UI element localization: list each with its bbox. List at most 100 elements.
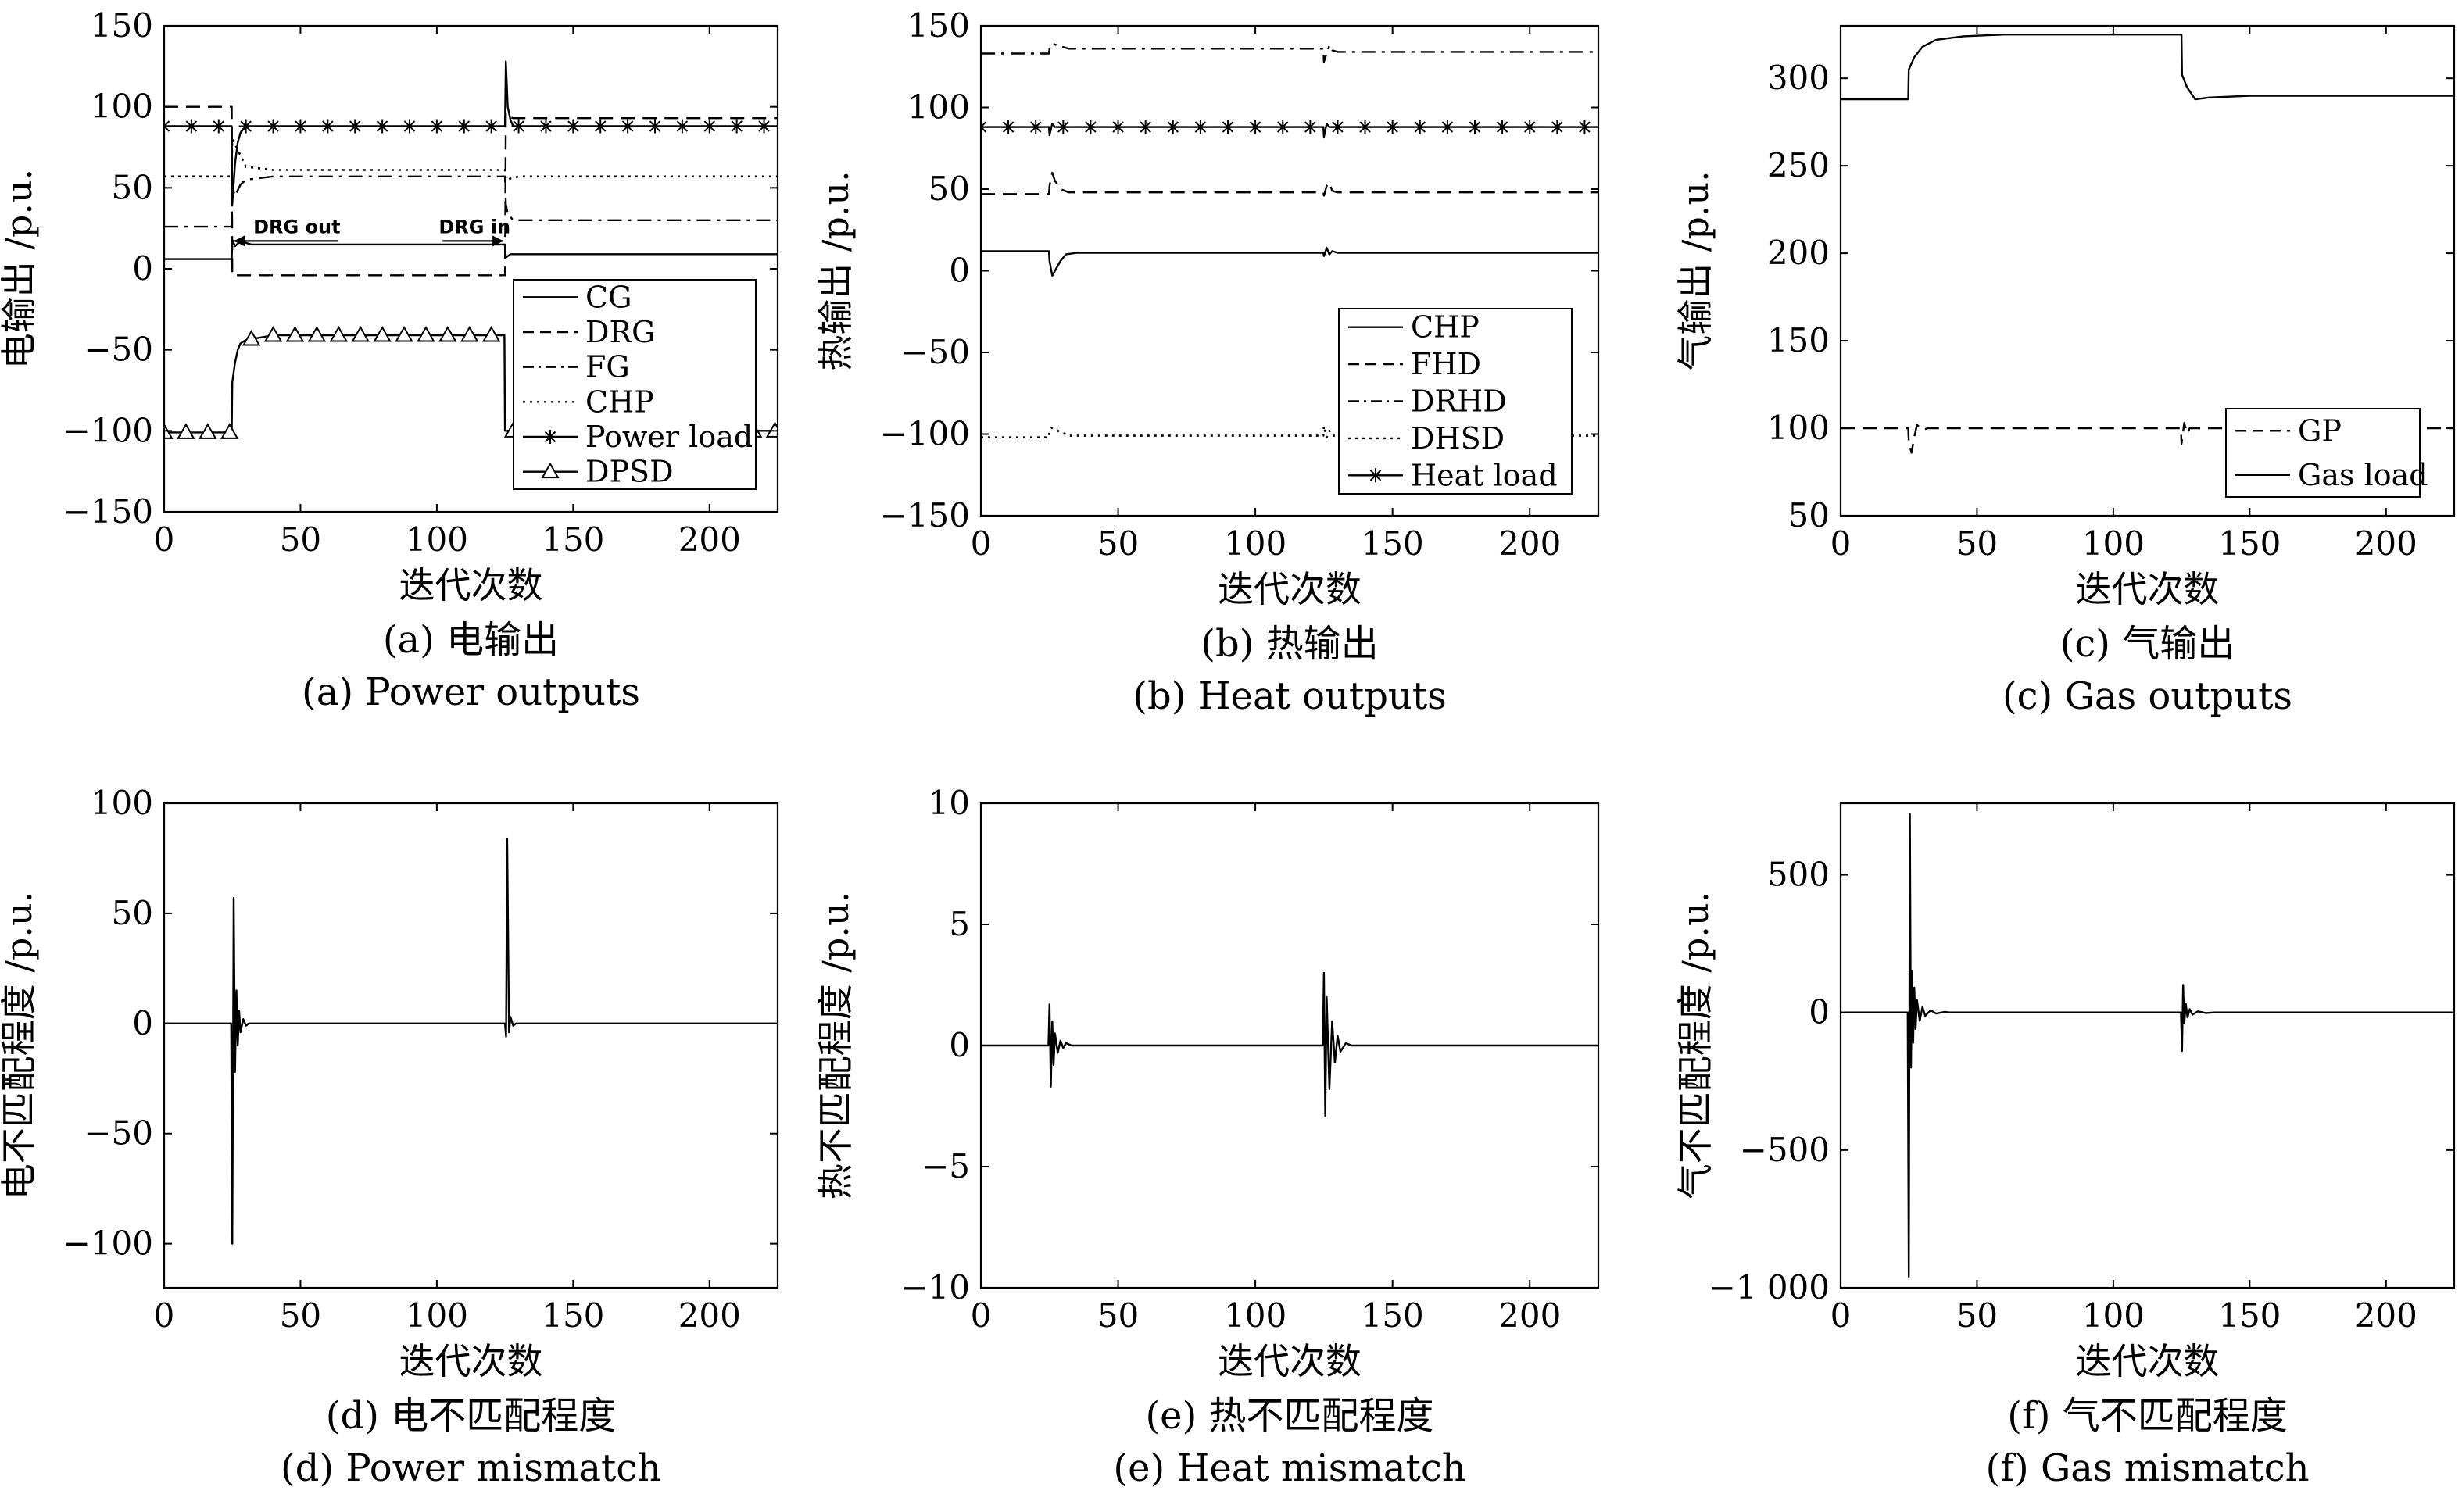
series-marker	[348, 119, 363, 134]
y-tick-label: −150	[63, 492, 153, 531]
legend-entry: FHD	[1411, 347, 1481, 381]
y-tick-label: −50	[84, 1114, 153, 1153]
series-marker	[539, 119, 553, 134]
y-tick-label: 100	[1767, 409, 1830, 447]
annotation-arrow-head	[234, 235, 245, 247]
series-marker	[211, 119, 226, 134]
series-marker	[1138, 120, 1153, 134]
series-marker	[511, 119, 526, 134]
x-tick-label: 50	[280, 520, 321, 559]
series-marker	[429, 119, 444, 134]
series-marker	[1495, 120, 1510, 134]
y-tick-label: −5	[921, 1147, 970, 1185]
x-tick-label: 100	[2082, 1296, 2145, 1335]
series-line	[164, 334, 778, 434]
legend-entry: Heat load	[1411, 458, 1558, 492]
series-marker	[1303, 120, 1318, 134]
series-line	[981, 171, 1598, 197]
series-marker	[266, 119, 281, 134]
series-marker	[320, 119, 335, 134]
series-line	[981, 123, 1598, 138]
annotation-label: DRG out	[253, 216, 341, 238]
legend-entry: GP	[2298, 413, 2342, 448]
y-tick-label: −100	[880, 415, 970, 453]
y-tick-label: −500	[1740, 1131, 1830, 1169]
x-tick-label: 50	[280, 1296, 321, 1335]
plot-frame	[1839, 802, 2456, 1289]
series-marker	[199, 423, 217, 439]
legend-entry: FG	[585, 350, 630, 384]
y-axis-label: 电输出 /p.u.	[0, 169, 40, 369]
legend-entry: Power load	[585, 420, 753, 454]
series-marker	[238, 119, 253, 134]
series-marker	[1001, 120, 1016, 134]
series-marker	[177, 423, 195, 439]
series-line	[981, 247, 1598, 277]
x-tick-label: 50	[1956, 524, 1998, 563]
series-marker	[1577, 120, 1592, 134]
series-marker	[1083, 120, 1098, 134]
series-a-0	[164, 238, 778, 260]
y-tick-label: 0	[949, 252, 970, 290]
legend-entry: DRHD	[1411, 384, 1507, 419]
y-tick-label: 500	[1767, 856, 1830, 894]
series-c-0	[1841, 422, 2454, 454]
series-line	[1841, 34, 2454, 101]
series-marker	[263, 325, 283, 342]
legend-marker	[1369, 468, 1383, 483]
series-b-1	[981, 171, 1598, 197]
series-a-1	[164, 105, 778, 277]
x-axis-label: 迭代次数	[1218, 1340, 1362, 1382]
series-marker	[1550, 120, 1565, 134]
series-marker	[1358, 120, 1372, 134]
x-axis-label: 迭代次数	[2076, 568, 2220, 610]
y-tick-label: −150	[880, 496, 970, 534]
annotation: DRG in	[438, 216, 510, 247]
x-tick-label: 100	[1224, 524, 1286, 563]
y-tick-label: −100	[63, 1224, 153, 1263]
series-marker	[1111, 120, 1125, 134]
y-axis-label: 热不匹配程度 /p.u.	[814, 892, 857, 1199]
series-b-4	[981, 120, 1598, 138]
x-tick-label: 150	[542, 1296, 604, 1335]
series-marker	[417, 325, 435, 342]
y-tick-label: 250	[1767, 146, 1830, 184]
series-marker	[220, 423, 239, 439]
x-tick-label: 0	[1830, 524, 1852, 563]
caption-en: (e) Heat mismatch	[1113, 1446, 1465, 1490]
caption-cn: (d) 电不匹配程度	[326, 1394, 616, 1438]
legend-entry: CG	[585, 280, 632, 314]
caption-en: (a) Power outputs	[302, 670, 640, 714]
x-tick-label: 0	[154, 1296, 175, 1335]
y-tick-label: 0	[1809, 993, 1830, 1031]
series-a-4	[164, 60, 778, 206]
series-marker	[729, 119, 744, 134]
series-f-0	[1841, 813, 2454, 1278]
x-tick-label: 200	[1498, 524, 1561, 563]
series-line	[981, 424, 1598, 438]
caption-en: (f) Gas mismatch	[1985, 1446, 2309, 1490]
series-marker	[285, 325, 305, 342]
x-axis-label: 迭代次数	[399, 1340, 543, 1382]
series-e-0	[981, 971, 1598, 1117]
legend-entry: DRG	[585, 315, 655, 349]
legend-entry: DHSD	[1411, 421, 1505, 456]
series-c-1	[1841, 34, 2454, 101]
y-tick-label: 100	[91, 784, 153, 822]
x-tick-label: 100	[2082, 524, 2145, 563]
x-tick-label: 100	[406, 520, 468, 559]
y-tick-label: 300	[1767, 59, 1830, 97]
series-line	[164, 238, 778, 260]
plot-frame	[163, 802, 779, 1289]
x-tick-label: 0	[154, 520, 175, 559]
series-marker	[242, 329, 261, 346]
legend-marker	[541, 462, 560, 479]
x-tick-label: 50	[1956, 1296, 1998, 1335]
x-tick-label: 200	[678, 520, 741, 559]
series-marker	[1276, 120, 1290, 134]
series-marker	[329, 325, 349, 342]
series-line	[1841, 422, 2454, 454]
annotation-label: DRG in	[438, 216, 510, 238]
chart-b: 0 50 100 150 200−150−100−50050100150迭代次数热输出 …	[814, 6, 1600, 718]
